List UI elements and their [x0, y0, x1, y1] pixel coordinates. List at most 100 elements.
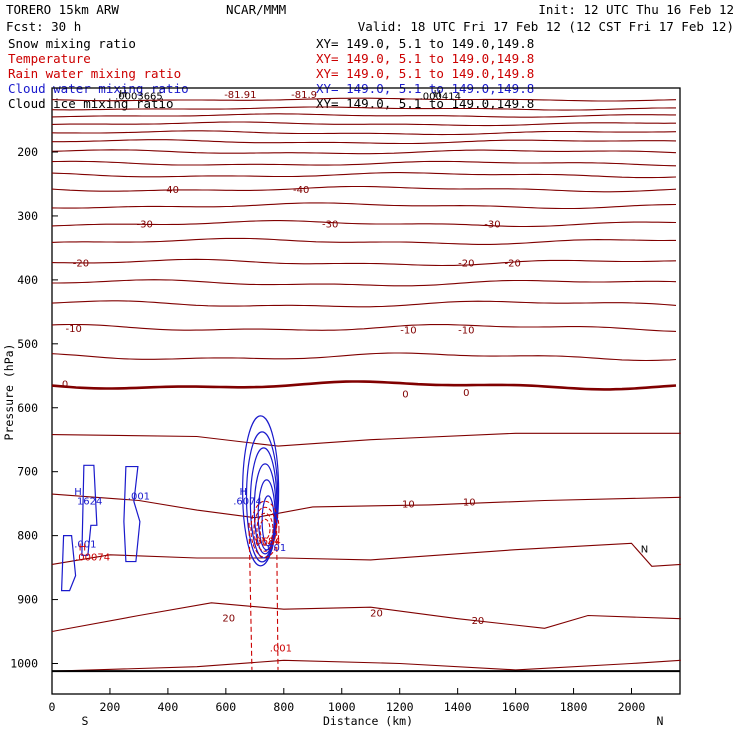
x-tick-label-6: 1200	[386, 700, 414, 714]
isotherm-14	[52, 279, 677, 287]
field-xy-first: XY= 149.0, 5.1 to 149.0,149.8	[316, 36, 534, 51]
cloud-cell-0	[81, 464, 98, 556]
temperature-label-0: -81.91	[224, 90, 256, 101]
isotherm-17	[51, 352, 677, 362]
x-tick-label-10: 2000	[618, 700, 646, 714]
x-tick-label-0: 0	[49, 700, 56, 714]
isotherm-18	[51, 380, 677, 391]
x-axis-title: Distance (km)	[323, 714, 413, 728]
isotherm-low-4	[51, 659, 681, 672]
cloud-core-ring-0	[242, 415, 280, 567]
isotherm-1	[51, 106, 676, 111]
cloud-water-label-4: .001	[264, 543, 286, 554]
field-xy-1: XY= 149.0, 5.1 to 149.0,149.8	[316, 51, 534, 66]
temperature-label-9: -20	[505, 259, 521, 270]
cloud-water-label-0: 1624	[77, 496, 102, 507]
cloud-core-ring-1	[245, 431, 279, 563]
temperature-label-19: 20	[370, 608, 383, 619]
temperature-label-18: 20	[222, 613, 235, 624]
y-tick-label-8: 1000	[10, 657, 38, 671]
isotherm-3	[51, 121, 676, 127]
isotherm-low-1	[51, 493, 681, 519]
header-valid: Valid: 18 UTC Fri 17 Feb 12 (12 CST Fri …	[358, 19, 734, 34]
isotherm-10	[51, 202, 677, 210]
high-marker-3: H	[239, 487, 247, 498]
isotherm-6	[51, 149, 677, 155]
temperature-label-13: 0	[62, 379, 68, 390]
plot-frame	[51, 87, 681, 695]
rain-water-contours	[248, 500, 280, 670]
rain-label-0: .00074	[75, 553, 110, 564]
x-end-label-north: N	[657, 714, 664, 728]
isotherm-9	[51, 185, 677, 193]
x-tick-label-5: 1000	[328, 700, 356, 714]
header-fcst: Fcst: 30 h	[6, 19, 81, 34]
temperature-label-11: -10	[400, 326, 416, 337]
high-marker-4: H	[79, 542, 87, 553]
y-tick-label-0: 200	[17, 145, 38, 159]
isotherm-low-0	[51, 432, 681, 447]
x-tick-label-3: 600	[215, 700, 236, 714]
isotherm-16	[51, 323, 677, 332]
y-tick-label-3: 500	[17, 337, 38, 351]
x-tick-label-7: 1400	[444, 700, 472, 714]
cloud-water-label-2: .001	[74, 539, 96, 550]
rain-line-east	[276, 522, 279, 670]
y-tick-label-1: 300	[17, 209, 38, 223]
y-tick-label-5: 700	[17, 465, 38, 479]
rain-core-ring-3	[259, 518, 271, 540]
cloud-water-label-1: .001	[128, 491, 150, 502]
temperature-label-7: -20	[73, 259, 89, 270]
rain-label-1: .0684	[252, 537, 281, 548]
cloud-core-ring-2	[249, 447, 278, 559]
high-marker-2: H	[74, 487, 82, 498]
isotherm-low-2	[51, 542, 681, 567]
rain-line-west	[248, 522, 253, 670]
y-tick-label-6: 800	[17, 529, 38, 543]
isotherm-7	[51, 160, 677, 167]
temperature-contours	[51, 97, 681, 673]
isotherm-12	[51, 237, 676, 245]
header-title: TORERO 15km ARW	[6, 2, 119, 17]
axes: 0 200 400 600 800 1000 1200 1400 1600 1800 2000200…	[10, 145, 645, 714]
temperature-label-17: 10	[463, 498, 476, 509]
cloud-cell-2	[60, 535, 77, 592]
x-tick-label-1: 200	[100, 700, 121, 714]
x-tick-label-8: 1600	[502, 700, 530, 714]
temperature-label-12: -10	[458, 326, 474, 337]
cloud-water-contours	[60, 415, 280, 592]
temperature-label-8: -20	[458, 259, 474, 270]
isotherm-5	[52, 139, 677, 145]
field-label-2: Rain water mixing ratio	[8, 66, 181, 81]
temperature-label-10: -10	[66, 324, 82, 335]
x-end-label-south: S	[82, 714, 89, 728]
isotherm-0	[51, 97, 677, 102]
rain-core-ring-2	[256, 512, 274, 546]
temperature-label-5: -30	[322, 220, 338, 231]
temperature-label-2: -40	[163, 185, 179, 196]
x-tick-label-2: 400	[158, 700, 179, 714]
temperature-label-14: 0	[402, 390, 408, 401]
rain-label-2: .001	[270, 644, 292, 655]
rain-core-ring-0	[250, 500, 280, 558]
temperature-label-6: -30	[484, 220, 500, 231]
temperature-label-3: -40	[293, 185, 309, 196]
temperature-label-4: -30	[137, 220, 153, 231]
isotherm-8	[51, 172, 677, 179]
temperature-label-1: -81.9	[291, 90, 317, 101]
north-marker: N	[641, 544, 648, 555]
x-tick-label-9: 1800	[560, 700, 588, 714]
y-tick-label-7: 900	[17, 593, 38, 607]
isotherm-15	[51, 300, 677, 308]
cloud-core-ring-4	[257, 479, 276, 551]
y-axis-title: Pressure (hPa)	[2, 344, 16, 441]
cloud-cell-1	[123, 465, 141, 563]
isotherm-4	[51, 130, 677, 136]
isotherm-low-3	[51, 602, 681, 633]
cloud-water-label-3: .6074	[233, 496, 262, 507]
field-label-4: Cloud ice mixing ratio	[8, 96, 174, 111]
y-tick-label-2: 400	[17, 273, 38, 287]
isotherm-2	[51, 113, 676, 118]
header-init: Init: 12 UTC Thu 16 Feb 12	[538, 2, 734, 17]
